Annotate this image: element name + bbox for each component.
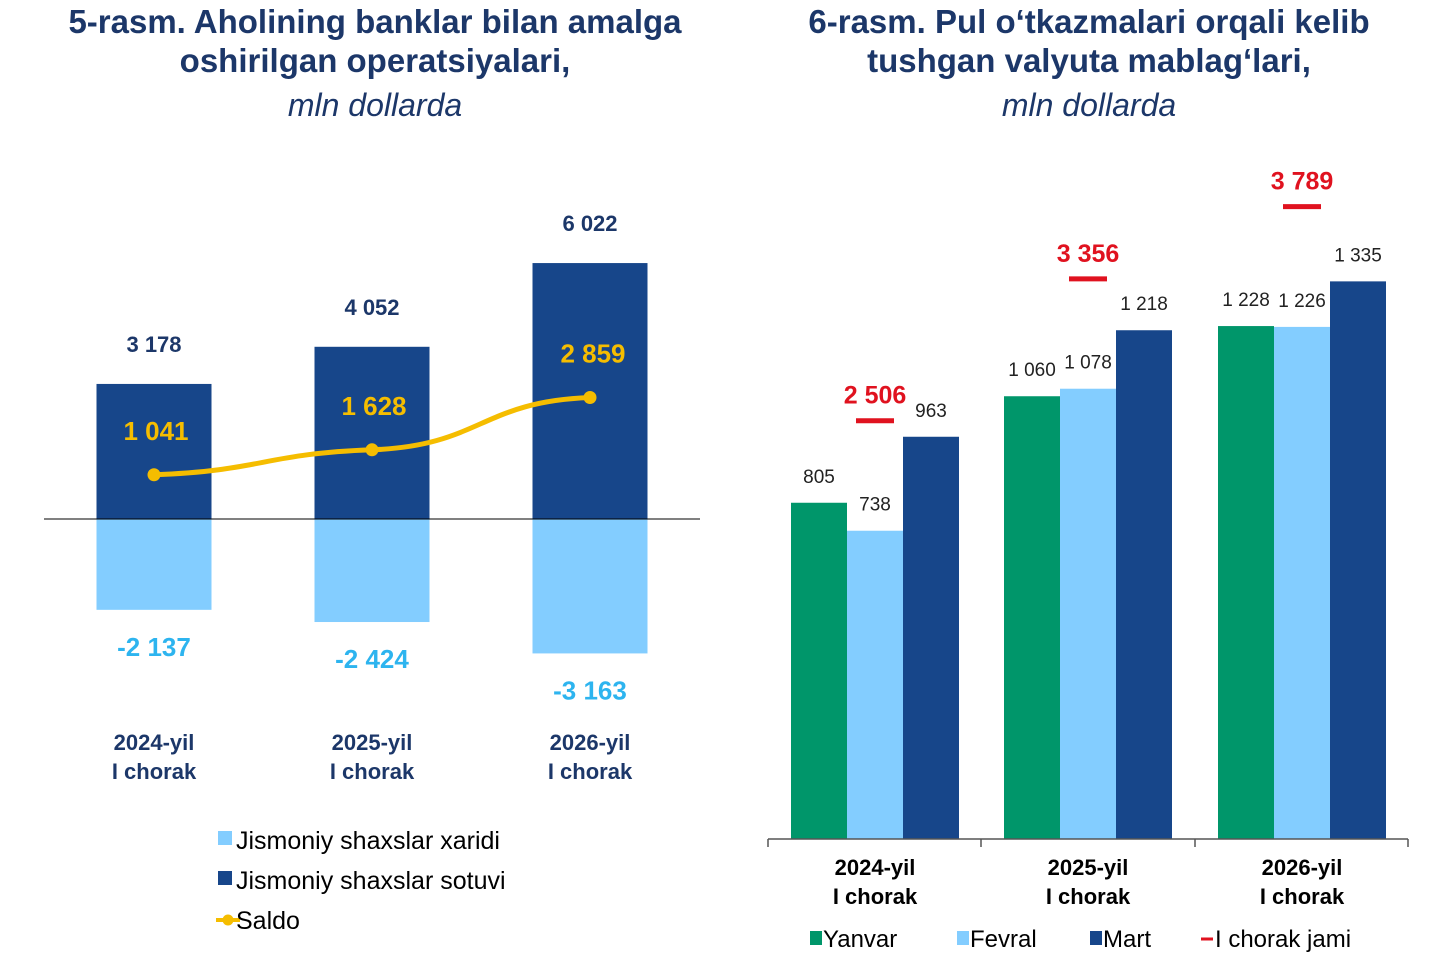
saldo-point [147, 468, 161, 482]
sotuvi-value-label: 6 022 [562, 211, 617, 236]
category-label: I chorak [548, 759, 633, 784]
month-bar [847, 530, 903, 839]
right-title-unit: mln dollarda [1001, 87, 1177, 123]
xaridi-bar [96, 519, 212, 610]
sotuvi-bar [96, 383, 212, 519]
month-bar [1218, 326, 1274, 839]
left-chart-title: 5-rasm. Aholining banklar bilan amalga o… [10, 2, 740, 130]
legend-label: Jismoniy shaxslar xaridi [236, 827, 500, 855]
sotuvi-value-label: 4 052 [344, 295, 399, 320]
xaridi-value-label: -3 163 [553, 675, 627, 705]
category-label: I chorak [1046, 884, 1131, 909]
category-label: 2025-yil [332, 730, 413, 755]
sotuvi-value-label: 3 178 [126, 332, 181, 357]
legend-swatch [957, 931, 969, 945]
category-label: I chorak [833, 884, 918, 909]
legend-label: Yanvar [823, 926, 897, 953]
category-label: 2024-yil [835, 855, 916, 880]
saldo-point [365, 443, 379, 457]
total-value-label: 2 506 [844, 382, 907, 410]
month-bar [1274, 326, 1330, 840]
xaridi-bar [314, 519, 430, 623]
month-value-label: 738 [859, 495, 891, 516]
legend-label: Fevral [970, 926, 1037, 953]
xaridi-value-label: -2 424 [335, 644, 409, 674]
total-value-label: 3 789 [1271, 168, 1334, 196]
month-value-label: 1 218 [1120, 294, 1168, 315]
sotuvi-bar [314, 346, 430, 519]
category-label: I chorak [112, 759, 197, 784]
month-value-label: 963 [915, 401, 947, 422]
right-chart-title: 6-rasm. Pul o‘tkazmalari orqali kelib tu… [740, 2, 1438, 130]
legend-swatch [218, 831, 232, 845]
category-label: I chorak [330, 759, 415, 784]
legend-label: I chorak jami [1215, 926, 1351, 953]
legend-swatch [810, 931, 822, 945]
left-title-line1: 5-rasm. Aholining banklar bilan amalga [68, 3, 682, 40]
saldo-value-label: 2 859 [560, 338, 625, 368]
saldo-point [583, 390, 597, 404]
category-label: 2026-yil [550, 730, 631, 755]
legend-swatch [218, 871, 232, 885]
month-value-label: 1 228 [1222, 290, 1270, 311]
month-value-label: 1 335 [1334, 245, 1382, 266]
saldo-value-label: 1 628 [341, 391, 406, 421]
month-value-label: 1 060 [1008, 360, 1056, 381]
xaridi-bar [532, 519, 648, 654]
month-bar [1116, 330, 1172, 839]
category-label: 2026-yil [1262, 855, 1343, 880]
month-bar [791, 502, 847, 839]
month-value-label: 805 [803, 467, 835, 488]
legend-label: Jismoniy shaxslar sotuvi [236, 867, 506, 895]
left-title-line2: oshirilgan operatsiyalari, [179, 42, 571, 79]
month-bar [1004, 396, 1060, 839]
right-title-line2: tushgan valyuta mablag‘lari, [867, 42, 1311, 79]
left-chart: 3 178 -2 137 2024-yil I chorak 4 052 -2 424 20… [44, 211, 700, 935]
right-title-line1: 6-rasm. Pul o‘tkazmalari orqali kelib [808, 3, 1370, 40]
legend-label: Saldo [236, 907, 300, 935]
legend-label: Mart [1103, 926, 1151, 953]
month-bar [1330, 281, 1386, 840]
category-label: 2024-yil [114, 730, 195, 755]
month-value-label: 1 226 [1278, 291, 1326, 312]
left-title-unit: mln dollarda [287, 87, 463, 123]
saldo-value-label: 1 041 [123, 416, 188, 446]
legend-swatch [1090, 931, 1102, 945]
total-value-label: 3 356 [1057, 240, 1120, 268]
month-bar [903, 436, 959, 839]
xaridi-value-label: -2 137 [117, 632, 191, 662]
month-value-label: 1 078 [1064, 353, 1112, 374]
category-label: 2025-yil [1048, 855, 1129, 880]
month-bar [1060, 388, 1116, 839]
legend-swatch [222, 914, 234, 926]
category-label: I chorak [1260, 884, 1345, 909]
